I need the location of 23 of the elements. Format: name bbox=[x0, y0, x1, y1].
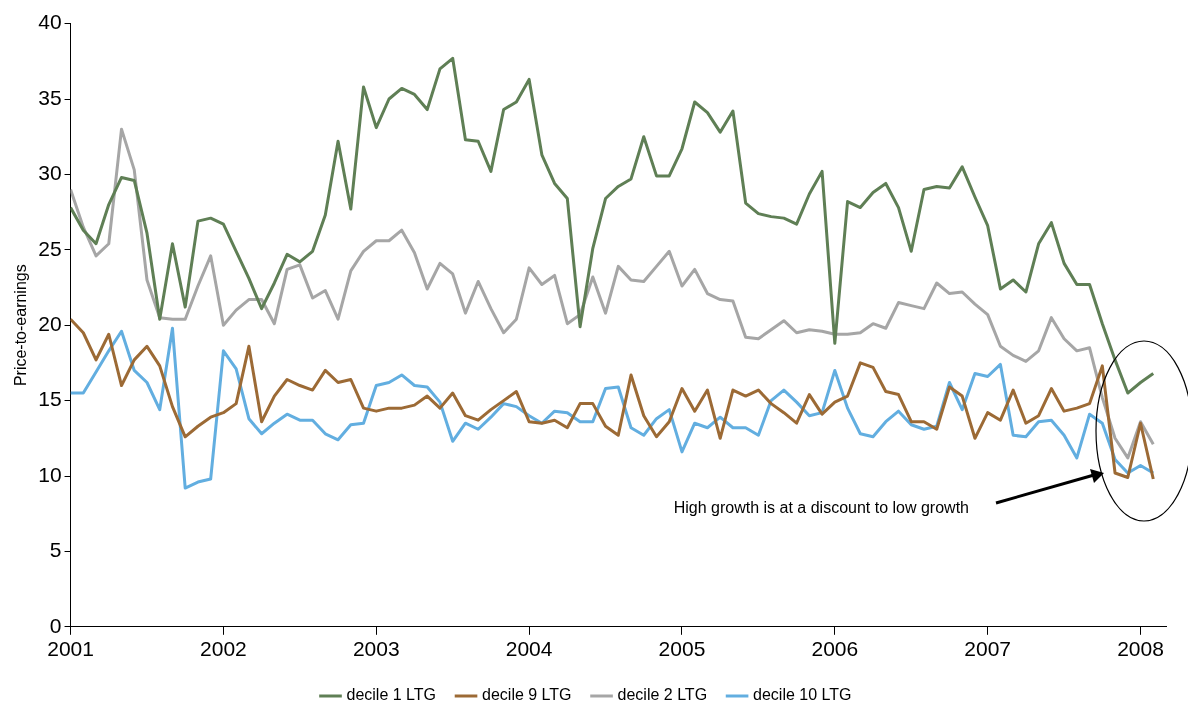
y-tick-label: 15 bbox=[38, 387, 62, 411]
x-tick-label: 2001 bbox=[47, 637, 94, 661]
x-tick-label: 2008 bbox=[1117, 637, 1164, 661]
y-tick-label: 5 bbox=[49, 538, 62, 562]
y-tick-label: 40 bbox=[38, 10, 62, 34]
annotation: High growth is at a discount to low growth bbox=[673, 498, 969, 517]
y-tick-label: 35 bbox=[38, 85, 62, 109]
y-tick-label: 30 bbox=[38, 161, 62, 185]
y-axis-title: Price-to-earnings bbox=[12, 264, 30, 387]
x-tick-label: 2003 bbox=[352, 637, 400, 661]
y-tick-label: 10 bbox=[38, 462, 62, 486]
legend-label: decile 1 LTG bbox=[346, 686, 437, 704]
y-tick-label: 25 bbox=[38, 236, 62, 260]
legend-label: decile 2 LTG bbox=[617, 686, 708, 704]
x-tick-label: 2006 bbox=[811, 637, 859, 661]
x-tick-label: 2007 bbox=[964, 637, 1012, 661]
legend-label: decile 9 LTG bbox=[482, 686, 572, 704]
y-tick-label: 0 bbox=[49, 613, 62, 637]
x-tick-label: 2004 bbox=[505, 637, 553, 661]
legend-label: decile 10 LTG bbox=[753, 686, 852, 704]
y-tick-label: 20 bbox=[38, 312, 62, 335]
x-tick-label: 2002 bbox=[200, 637, 247, 661]
x-tick-label: 2005 bbox=[658, 637, 706, 661]
